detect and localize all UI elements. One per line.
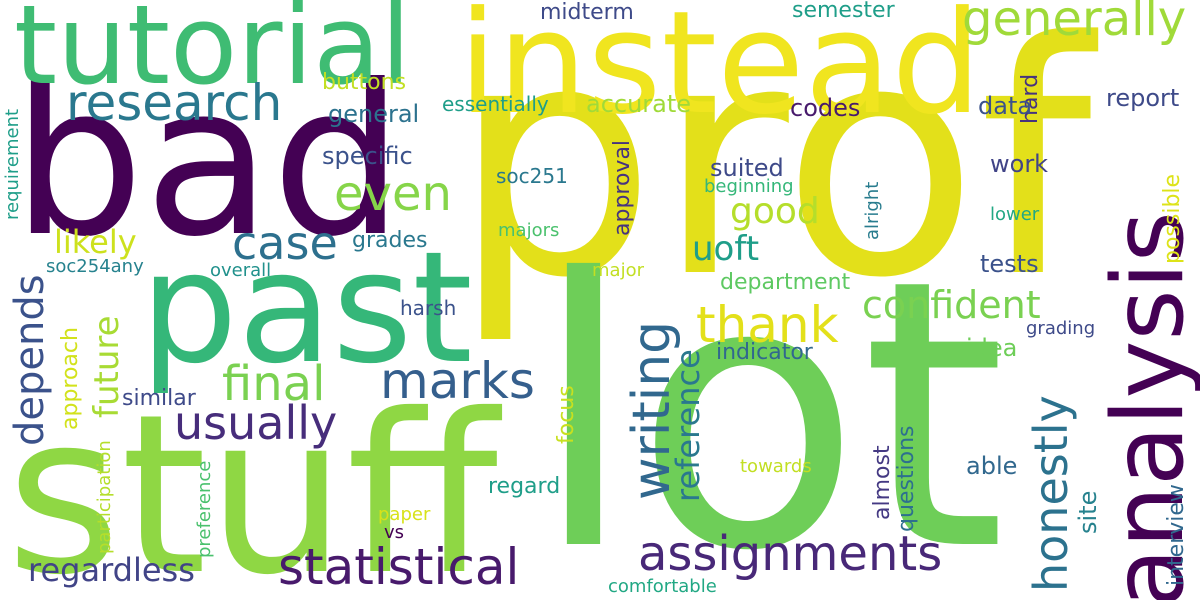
- word-possible: possible: [1160, 173, 1185, 264]
- word-assignments: assignments: [638, 526, 943, 582]
- word-uoft: uoft: [692, 229, 760, 269]
- word-usually: usually: [174, 396, 338, 450]
- word-semester: semester: [792, 0, 895, 23]
- word-good: good: [730, 191, 820, 232]
- word-interview: interview: [1164, 484, 1189, 586]
- word-soc251: soc251: [496, 164, 568, 188]
- word-paper: paper: [378, 504, 431, 525]
- word-overall: overall: [210, 260, 272, 281]
- word-data: data: [978, 92, 1033, 120]
- word-prof: prof: [452, 0, 1093, 348]
- word-tests: tests: [980, 250, 1039, 278]
- word-regard: regard: [488, 474, 561, 499]
- word-general: general: [328, 100, 420, 128]
- word-depends: depends: [7, 274, 53, 446]
- word-specific: specific: [322, 142, 413, 170]
- word-future: future: [87, 315, 127, 418]
- word-similar: similar: [122, 386, 196, 411]
- word-tutorial: tutorial: [14, 0, 412, 109]
- word-marks: marks: [380, 352, 535, 410]
- word-research: research: [66, 74, 283, 132]
- word-almost: almost: [870, 445, 895, 520]
- word-participation: participation: [94, 440, 115, 554]
- word-honestly: honestly: [1024, 395, 1078, 592]
- word-generally: generally: [962, 0, 1187, 47]
- word-even: even: [334, 166, 452, 222]
- word-suited: suited: [710, 154, 784, 182]
- word-accurate: accurate: [586, 90, 692, 118]
- word-likely: likely: [54, 223, 137, 261]
- word-approval: approval: [610, 139, 635, 236]
- word-midterm: midterm: [540, 0, 634, 25]
- word-department: department: [720, 270, 851, 295]
- word-questions: questions: [894, 425, 919, 532]
- word-majors: majors: [498, 220, 560, 241]
- word-work: work: [990, 150, 1049, 178]
- word-bad: bad: [12, 41, 404, 283]
- word-confident: confident: [862, 283, 1041, 327]
- word-statistical: statistical: [278, 538, 520, 596]
- word-codes: codes: [790, 94, 861, 122]
- word-soc254any: soc254any: [46, 256, 144, 277]
- word-focus: focus: [554, 385, 579, 444]
- word-thank: thank: [696, 296, 839, 354]
- word-approach: approach: [58, 327, 83, 430]
- word-report: report: [1106, 84, 1180, 112]
- word-alright: alright: [862, 181, 883, 240]
- word-indicator: indicator: [716, 340, 813, 365]
- word-lower: lower: [990, 204, 1040, 225]
- word-lot: lot: [532, 202, 1007, 600]
- word-beginning: beginning: [704, 176, 794, 197]
- word-towards: towards: [740, 456, 812, 477]
- word-regardless: regardless: [28, 551, 195, 589]
- word-preference: preference: [194, 460, 215, 558]
- word-buttons: buttons: [322, 70, 407, 95]
- word-able: able: [966, 452, 1018, 480]
- word-reference: reference: [669, 349, 707, 502]
- word-grades: grades: [352, 228, 428, 253]
- word-past: past: [140, 219, 473, 398]
- word-stuff: stuff: [6, 367, 498, 600]
- word-case: case: [232, 216, 338, 270]
- word-vs: vs: [384, 522, 405, 543]
- word-final: final: [222, 356, 326, 412]
- word-grading: grading: [1026, 318, 1096, 339]
- word-major: major: [592, 260, 644, 281]
- word-harsh: harsh: [400, 296, 457, 320]
- word-requirement: requirement: [2, 108, 23, 220]
- word-essentially: essentially: [442, 92, 549, 116]
- word-idea: idea: [966, 334, 1018, 362]
- word-instead: instead: [458, 0, 982, 146]
- word-site: site: [1074, 490, 1102, 534]
- word-comfortable: comfortable: [608, 576, 717, 597]
